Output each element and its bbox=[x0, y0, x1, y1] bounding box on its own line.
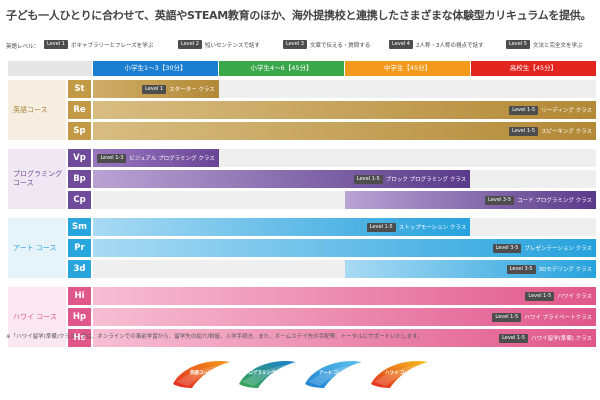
course-bar[interactable]: Level 1-5 スピーキング クラス bbox=[93, 122, 596, 140]
course-code-badge: Sm bbox=[68, 218, 91, 236]
legend-text: 2人称・3人称の視点で話す bbox=[415, 42, 484, 49]
course-bar[interactable]: Level 1-5 ブロック プログラミング クラス bbox=[93, 170, 471, 188]
header-elementary-upper: 小学生4〜6【45分】 bbox=[219, 61, 344, 76]
course-track: Level 1-5 ストップモーション クラス bbox=[93, 218, 596, 236]
course-group-label: 英語コース bbox=[8, 80, 66, 140]
course-name: 3Dモデリング クラス bbox=[538, 267, 592, 273]
course-code-badge: Bp bbox=[68, 170, 91, 188]
course-group-label: プログラミング コース bbox=[8, 149, 66, 209]
page-title: 子ども一人ひとりに合わせて、英語やSTEAM教育のほか、海外提携校と連携したさま… bbox=[6, 9, 592, 22]
course-brand-logos: 英語コース プログラミング コース アート コース ハワイ コース bbox=[170, 358, 440, 392]
level-badge: Level 3-5 bbox=[506, 264, 536, 274]
course-code-badge: St bbox=[68, 80, 91, 98]
course-track: Level 1-3 ビジュアル プログラミング クラス bbox=[93, 149, 596, 167]
course-code-badge: Re bbox=[68, 101, 91, 119]
course-track: Level 3-5 コード プログラミング クラス bbox=[93, 191, 596, 209]
course-name: ストップモーション クラス bbox=[398, 225, 467, 231]
brand-label: アート コース bbox=[318, 371, 348, 376]
course-code-badge: Hi bbox=[68, 287, 91, 305]
course-name: ハワイ プライベートクラス bbox=[524, 315, 592, 321]
level-badge: Level 1-5 bbox=[509, 105, 539, 115]
course-bar[interactable]: Level 1-5 リーディング クラス bbox=[93, 101, 596, 119]
course-name: スターター クラス bbox=[169, 87, 215, 93]
level-badge: Level 4 bbox=[389, 40, 413, 49]
level-badge: Level 1 bbox=[142, 84, 167, 94]
course-track: Level 1-5 ブロック プログラミング クラス bbox=[93, 170, 596, 188]
level-badge: Level 1-5 bbox=[525, 291, 555, 301]
course-bar[interactable]: Level 3-5 コード プログラミング クラス bbox=[344, 191, 596, 209]
level-legend: 英語レベル： Level 1 ボキャブラリーとフレーズを学ぶ Level 2 短… bbox=[6, 40, 598, 52]
course-bar[interactable]: Level 3-5 3Dモデリング クラス bbox=[344, 260, 596, 278]
level-badge: Level 3-5 bbox=[485, 195, 515, 205]
level-badge: Level 5 bbox=[506, 40, 530, 49]
level-badge: Level 1-5 bbox=[509, 126, 539, 136]
header-elementary-lower: 小学生1〜3【30分】 bbox=[93, 61, 218, 76]
level-badge: Level 3-5 bbox=[492, 243, 522, 253]
header-spacer bbox=[8, 61, 92, 76]
legend-text: 文章で伝える・質問する bbox=[309, 42, 371, 49]
legend-text: 文法と完全文を学ぶ bbox=[532, 42, 583, 49]
course-bar[interactable]: Level 1-5 ストップモーション クラス bbox=[93, 218, 471, 236]
course-bar[interactable]: Level 3-5 プレゼンテーション クラス bbox=[93, 239, 596, 257]
legend-item-1: Level 1 ボキャブラリーとフレーズを学ぶ bbox=[44, 40, 153, 49]
course-name: リーディング クラス bbox=[541, 108, 592, 114]
level-badge: Level 1-5 bbox=[499, 333, 529, 343]
course-name: ハワイ クラス bbox=[557, 294, 592, 300]
course-code-badge: 3d bbox=[68, 260, 91, 278]
course-track: Level 1-5 スピーキング クラス bbox=[93, 122, 596, 140]
level-badge: Level 3 bbox=[283, 40, 307, 49]
course-code-badge: Hp bbox=[68, 308, 91, 326]
course-name: ハワイ留学(準備) クラス bbox=[531, 336, 592, 342]
course-name: ビジュアル プログラミング クラス bbox=[129, 156, 215, 162]
course-track: Level 1-5 ハワイ クラス bbox=[93, 287, 596, 305]
course-track: Level 3-5 プレゼンテーション クラス bbox=[93, 239, 596, 257]
course-bar[interactable]: Level 1-5 ハワイ クラス bbox=[93, 287, 596, 305]
brand-label: ハワイ コース bbox=[384, 371, 414, 376]
course-name: ブロック プログラミング クラス bbox=[385, 177, 467, 183]
course-code-badge: Pr bbox=[68, 239, 91, 257]
level-badge: Level 1-5 bbox=[492, 312, 522, 322]
brand-label: プログラミング コース bbox=[243, 371, 291, 376]
course-code-badge: Cp bbox=[68, 191, 91, 209]
brand-logo: 英語コース bbox=[170, 358, 232, 390]
curriculum-grid: 小学生1〜3【30分】 小学生4〜6【45分】 中学生【45分】 高校生【45分… bbox=[8, 61, 596, 347]
brand-label: 英語コース bbox=[189, 371, 213, 376]
footnote: ※「ハワイ留学(準備)クラス」では、オンラインでの事前学習から、留学先の紹介/斡… bbox=[6, 334, 423, 340]
course-bar[interactable]: Level 1-3 ビジュアル プログラミング クラス bbox=[93, 149, 219, 167]
course-track: Level 1 スターター クラス bbox=[93, 80, 596, 98]
course-code-badge: Hs bbox=[68, 329, 91, 347]
legend-item-4: Level 4 2人称・3人称の視点で話す bbox=[389, 40, 483, 49]
course-track: Level 1-5 リーディング クラス bbox=[93, 101, 596, 119]
course-track: Level 3-5 3Dモデリング クラス bbox=[93, 260, 596, 278]
legend-item-2: Level 2 短いセンテンスで話す bbox=[178, 40, 260, 49]
course-track: Level 1-5 ハワイ プライベートクラス bbox=[93, 308, 596, 326]
brand-logo: ハワイ コース bbox=[368, 358, 430, 390]
course-group-label: アート コース bbox=[8, 218, 66, 278]
legend-text: 短いセンテンスで話す bbox=[204, 42, 260, 49]
course-code-badge: Sp bbox=[68, 122, 91, 140]
legend-text: ボキャブラリーとフレーズを学ぶ bbox=[70, 42, 154, 49]
brand-logo: アート コース bbox=[302, 358, 364, 390]
course-name: コード プログラミング クラス bbox=[517, 198, 592, 204]
course-bar[interactable]: Level 1-5 ハワイ プライベートクラス bbox=[93, 308, 596, 326]
legend-item-3: Level 3 文章で伝える・質問する bbox=[283, 40, 370, 49]
course-bar[interactable]: Level 1 スターター クラス bbox=[93, 80, 219, 98]
course-track: Level 1-5 ハワイ留学(準備) クラス bbox=[93, 329, 596, 347]
course-name: スピーキング クラス bbox=[541, 129, 592, 135]
brand-logo: プログラミング コース bbox=[236, 358, 298, 390]
level-badge: Level 1-5 bbox=[366, 222, 396, 232]
course-name: プレゼンテーション クラス bbox=[524, 246, 592, 252]
level-badge: Level 1 bbox=[44, 40, 68, 49]
legend-label: 英語レベル： bbox=[6, 44, 40, 50]
course-bar[interactable]: Level 1-5 ハワイ留学(準備) クラス bbox=[93, 329, 596, 347]
level-badge: Level 1-5 bbox=[353, 174, 383, 184]
header-junior-high: 中学生【45分】 bbox=[345, 61, 470, 76]
course-code-badge: Vp bbox=[68, 149, 91, 167]
legend-item-5: Level 5 文法と完全文を学ぶ bbox=[506, 40, 582, 49]
header-high-school: 高校生【45分】 bbox=[471, 61, 596, 76]
course-group-label: ハワイ コース bbox=[8, 287, 66, 347]
level-badge: Level 2 bbox=[178, 40, 202, 49]
level-badge: Level 1-3 bbox=[97, 153, 127, 163]
